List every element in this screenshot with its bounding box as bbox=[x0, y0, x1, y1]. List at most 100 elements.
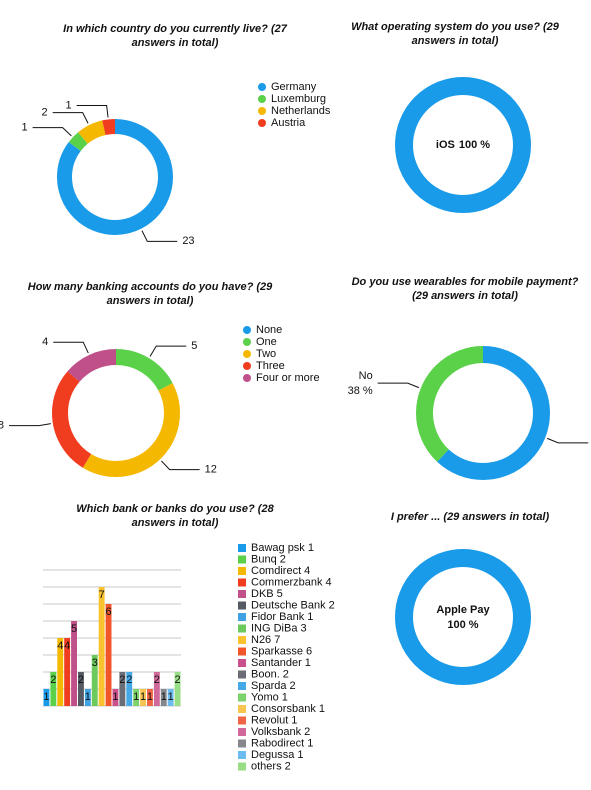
bar bbox=[98, 587, 105, 706]
legend-marker bbox=[243, 362, 251, 370]
bar bbox=[112, 689, 119, 706]
bar-value-label: 1 bbox=[161, 691, 167, 703]
leader-line bbox=[546, 437, 589, 444]
legend-marker bbox=[238, 682, 246, 690]
bar bbox=[160, 689, 167, 706]
donut-slice bbox=[52, 349, 180, 477]
legend-category: Comdirect bbox=[251, 565, 301, 577]
bar bbox=[43, 689, 50, 706]
legend-marker bbox=[238, 762, 246, 771]
donut-slice bbox=[395, 77, 531, 213]
legend-category: Sparkasse bbox=[251, 645, 303, 657]
leader-line bbox=[52, 112, 89, 124]
bar-value-label: 2 bbox=[154, 674, 160, 686]
legend-value: 1 bbox=[307, 611, 313, 623]
legend-marker bbox=[238, 659, 246, 667]
legend-marker bbox=[238, 751, 246, 759]
legend-category: Rabodirect bbox=[251, 737, 304, 749]
legend-category: Deutsche Bank bbox=[251, 599, 326, 611]
legend-label: Rabodirect 1 bbox=[251, 737, 313, 749]
legend-value: 6 bbox=[306, 645, 312, 657]
legend-category: Degussa bbox=[251, 749, 295, 761]
bar-value-label: 5 bbox=[71, 623, 77, 635]
legend-value: 3 bbox=[300, 622, 306, 634]
value-label: 1 bbox=[22, 121, 28, 133]
legend-marker bbox=[258, 107, 266, 115]
legend-category: Commerzbank bbox=[251, 576, 323, 588]
legend-marker bbox=[243, 338, 251, 346]
legend-marker bbox=[238, 636, 246, 644]
legend-marker bbox=[238, 728, 246, 736]
legend-value: 1 bbox=[307, 737, 313, 749]
legend-value: 2 bbox=[329, 599, 335, 611]
legend-category: Yomo bbox=[251, 691, 279, 703]
center-label: iOS 100 % bbox=[436, 139, 490, 151]
bar bbox=[57, 638, 64, 706]
legend-value: 7 bbox=[274, 634, 280, 646]
value-label: 2 bbox=[42, 107, 48, 119]
legend-category: Santander bbox=[251, 657, 302, 669]
bar-value-label: 2 bbox=[126, 674, 132, 686]
leader-line bbox=[161, 460, 200, 471]
bar-value-label: 1 bbox=[133, 691, 139, 703]
legend-value: 1 bbox=[319, 703, 325, 715]
legend-label: others 2 bbox=[251, 760, 291, 772]
legend-marker bbox=[238, 647, 246, 656]
legend-label: Commerzbank 4 bbox=[251, 576, 332, 588]
bar bbox=[105, 604, 112, 706]
chart-title: In which country do you currently live? … bbox=[63, 23, 287, 49]
bar bbox=[140, 689, 146, 706]
leader-line bbox=[149, 345, 187, 357]
legend-marker bbox=[238, 590, 246, 598]
chart-title: Do you use wearables for mobile payment?… bbox=[351, 276, 579, 302]
bar-value-label: 1 bbox=[147, 691, 153, 703]
legend-label: Bunq 2 bbox=[251, 553, 286, 565]
legend-label: Boon. 2 bbox=[251, 668, 289, 680]
legend-marker bbox=[238, 601, 246, 610]
legend-marker bbox=[238, 739, 246, 748]
legend-value: 1 bbox=[308, 542, 314, 554]
legend-value: 2 bbox=[289, 680, 295, 692]
category-label: iOS bbox=[436, 139, 455, 151]
legend-label: Volksbank 2 bbox=[251, 726, 310, 738]
legend-marker bbox=[238, 705, 246, 713]
legend-label: Austria bbox=[271, 117, 306, 129]
chart-title: What operating system do you use? (29 an… bbox=[351, 21, 559, 47]
bar bbox=[119, 672, 126, 706]
donut-slice bbox=[416, 346, 550, 480]
legend-category: Consorsbank bbox=[251, 703, 316, 715]
legend-marker bbox=[238, 670, 246, 679]
legend-marker bbox=[243, 350, 251, 358]
legend-label: Sparkasse 6 bbox=[251, 645, 312, 657]
bar-value-label: 2 bbox=[78, 674, 84, 686]
legend-marker bbox=[238, 716, 246, 725]
donut-slice bbox=[395, 549, 531, 685]
value-label: 100 % bbox=[459, 139, 490, 151]
legend-value: 1 bbox=[291, 714, 297, 726]
bar-value-label: 1 bbox=[85, 691, 91, 703]
leader-line bbox=[76, 104, 109, 118]
legend-value: 2 bbox=[283, 668, 289, 680]
bar-value-label: 2 bbox=[50, 674, 56, 686]
legend-marker bbox=[258, 95, 266, 103]
legend-category: Boon. bbox=[251, 668, 280, 680]
legend-category: N26 bbox=[251, 634, 271, 646]
bar bbox=[174, 672, 181, 706]
value-label: 8 bbox=[0, 420, 4, 432]
legend-label: Bawag psk 1 bbox=[251, 542, 314, 554]
legend-value: 2 bbox=[280, 553, 286, 565]
legend-marker bbox=[243, 326, 251, 334]
legend-label: Revolut 1 bbox=[251, 714, 297, 726]
legend-label: Four or more bbox=[256, 372, 320, 384]
bar bbox=[147, 689, 153, 706]
legend-label: Comdirect 4 bbox=[251, 565, 310, 577]
legend-category: Bunq bbox=[251, 553, 277, 565]
legend-marker bbox=[238, 624, 246, 633]
bar-value-label: 7 bbox=[99, 589, 105, 601]
legend-category: ING DiBa bbox=[251, 622, 298, 634]
bar bbox=[133, 689, 140, 706]
legend-marker bbox=[238, 693, 246, 702]
legend-value: 4 bbox=[304, 565, 310, 577]
